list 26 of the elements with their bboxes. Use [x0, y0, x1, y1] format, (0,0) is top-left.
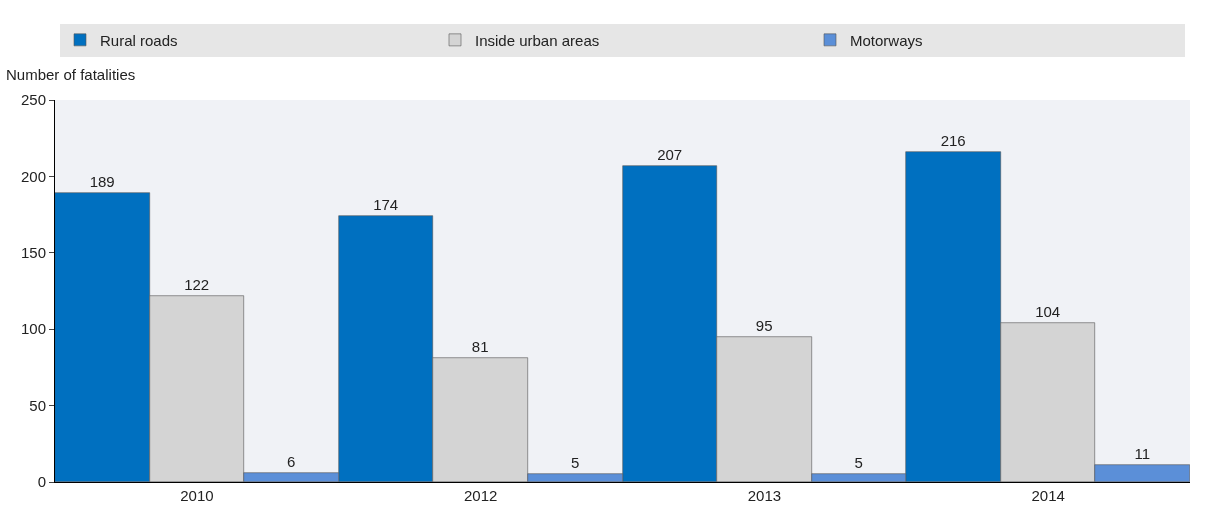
data-label: 81	[471, 337, 489, 355]
data-label: 174	[373, 195, 399, 213]
legend-label: Motorways	[850, 31, 923, 49]
y-tick-label: 100	[20, 320, 46, 338]
data-label: 95	[755, 316, 773, 334]
data-label: 5	[571, 453, 580, 471]
y-tick-label: 50	[29, 396, 46, 414]
data-label: 122	[184, 275, 210, 293]
data-label: 11	[1134, 444, 1150, 462]
data-label: 189	[89, 172, 115, 190]
data-label: 5	[854, 453, 863, 471]
y-tick-label: 250	[20, 91, 46, 109]
data-label: 216	[940, 131, 966, 149]
x-tick-label: 2010	[180, 487, 214, 504]
data-label: 104	[1035, 302, 1061, 320]
legend-label: Inside urban areas	[475, 31, 600, 49]
y-axis-title: Number of fatalities	[6, 66, 136, 83]
y-tick-label: 150	[20, 244, 46, 262]
y-tick-label: 0	[37, 473, 46, 491]
legend-label: Rural roads	[100, 31, 178, 49]
y-tick-label: 200	[20, 167, 46, 185]
data-label: 6	[287, 452, 296, 470]
data-label: 207	[657, 145, 683, 163]
x-tick-label: 2013	[747, 487, 782, 504]
x-tick-label: 2014	[1031, 487, 1065, 504]
x-tick-label: 2012	[463, 487, 498, 504]
